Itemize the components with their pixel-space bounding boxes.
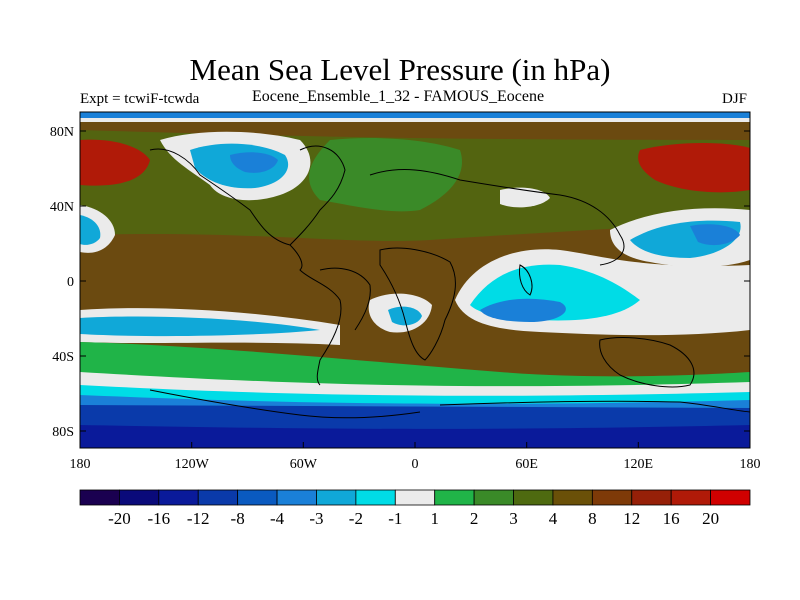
colorbar-swatch [591,489,633,506]
field-region-cyan-westpac [80,215,101,245]
field-region-red-west [80,139,150,186]
colorbar-swatch [710,489,751,506]
field-region-polar-north [80,112,750,118]
lat-label: 40S [52,350,74,365]
colorbar-swatch [513,489,554,506]
colorbar: -20 -16 -12 -8 -4 -3 -2 -1 1 2 3 4 8 12 16 20 [79,489,751,528]
colorbar-label: 3 [509,509,518,528]
colorbar-label: -2 [349,509,363,528]
colorbar-label: 1 [430,509,439,528]
coast-south-america [319,267,371,331]
lon-label: 60E [515,457,538,472]
colorbar-label: -16 [147,509,170,528]
colorbar-label: 4 [549,509,558,528]
field-region-cyan-south-west [80,316,320,337]
colorbar-label: 12 [623,509,640,528]
coast-india [519,264,533,296]
colorbar-label: 8 [588,509,597,528]
colorbar-swatch [237,489,278,506]
coast-antarctica-east [439,400,750,413]
colorbar-label: -3 [309,509,323,528]
colorbar-label: -8 [231,509,245,528]
colorbar-swatch [79,489,120,506]
field-region-blue-east [690,224,740,246]
latitude-axis: 80N 40N 0 40S 80S [50,125,750,440]
coast-eurasia [369,169,625,266]
field-region-cyan-satl [388,306,422,326]
colorbar-label: -1 [388,509,402,528]
colorbar-label: 2 [470,509,479,528]
colorbar-swatch [394,489,436,506]
lon-label: 120W [175,457,210,472]
colorbar-swatch [670,489,711,506]
lon-label: 0 [412,457,419,472]
season-label: DJF [722,91,748,107]
colorbar-label: -4 [270,509,285,528]
field-region-green-south [80,342,750,390]
lon-label: 180 [70,457,91,472]
experiment-label: Expt = tcwiF-tcwda [80,91,200,107]
field-region-deepest-south [80,425,750,448]
colorbar-swatch [473,489,514,506]
colorbar-label: -20 [108,509,131,528]
lon-label: 120E [624,457,654,472]
colorbar-label: 20 [702,509,719,528]
field-region-polar-north-edge [80,118,750,122]
lat-label: 40N [50,200,74,215]
coast-africa [379,247,456,361]
lat-label: 80N [50,125,74,140]
coast-australia [599,337,695,388]
field-region-blue-north [230,152,278,173]
lon-label: 180 [740,457,761,472]
coastlines [149,145,750,419]
colorbar-swatch [355,489,396,506]
colorbar-swatch [316,489,357,506]
colorbar-swatch [158,489,199,506]
colorbar-swatch [434,489,475,506]
field-region-green-eurasia [309,138,462,212]
coast-americas-west [149,148,342,386]
pressure-field [80,112,750,448]
coast-americas-east [289,145,346,246]
field-region-white-south [80,372,750,399]
field-region-white-asia [500,187,550,208]
map-title: Mean Sea Level Pressure (in hPa) [189,52,611,87]
colorbar-swatch [631,489,672,506]
colorbar-swatch [197,489,239,506]
colorbar-label: -12 [187,509,210,528]
field-region-blue-indian [480,298,566,322]
colorbar-swatch [552,489,593,506]
lon-label: 60W [290,457,318,472]
colorbar-swatch [119,489,160,506]
field-region-red-east [638,143,750,193]
ensemble-label: Eocene_Ensemble_1_32 - FAMOUS_Eocene [252,88,545,105]
lat-label: 80S [52,425,74,440]
lat-label: 0 [67,275,74,290]
colorbar-swatch [276,489,317,506]
coast-antarctica-west [149,389,421,419]
longitude-axis: 180 120W 60W 0 60E 120E 180 [70,442,761,472]
colorbar-label: 16 [663,509,680,528]
